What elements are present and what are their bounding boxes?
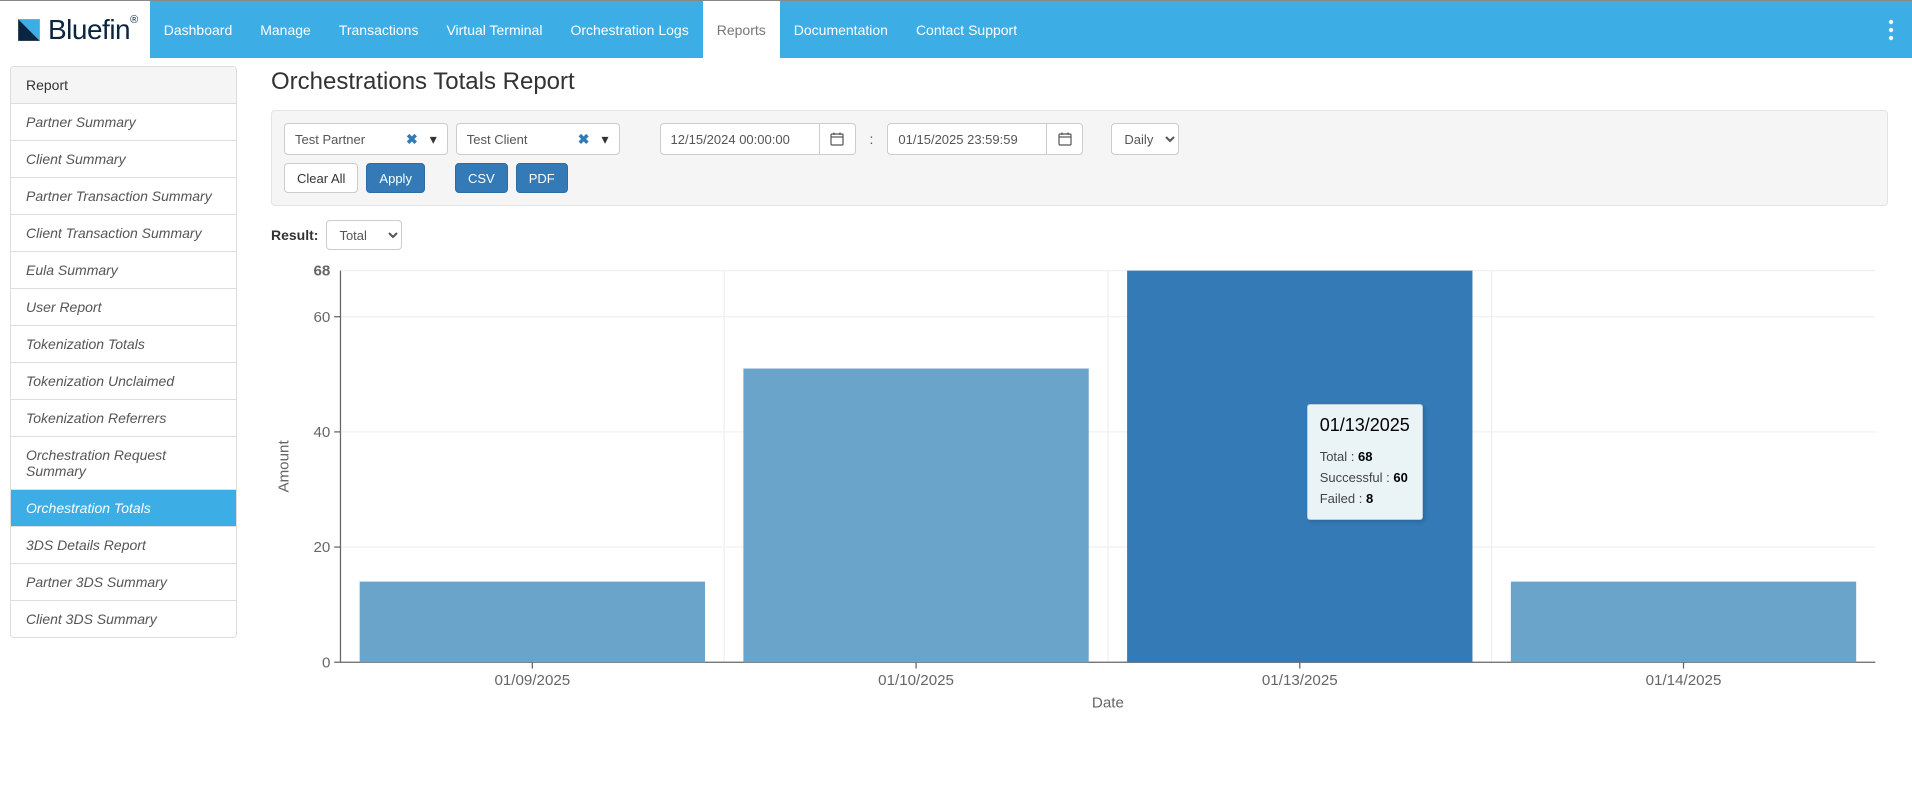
brand-registered: ® bbox=[130, 14, 138, 26]
date-separator: : bbox=[864, 131, 880, 147]
apply-button[interactable]: Apply bbox=[366, 163, 425, 193]
frequency-select[interactable]: Daily bbox=[1111, 123, 1179, 155]
pdf-button[interactable]: PDF bbox=[516, 163, 568, 193]
tooltip-successful-label: Successful : bbox=[1320, 470, 1394, 485]
orchestration-totals-chart: 02040606801/09/202501/10/202501/13/20250… bbox=[271, 258, 1888, 713]
kebab-menu-icon[interactable] bbox=[1888, 19, 1894, 41]
brand-name: Bluefin bbox=[48, 14, 130, 46]
result-row: Result: Total bbox=[271, 220, 1888, 250]
sidebar: Report Partner Summary Client Summary Pa… bbox=[0, 58, 247, 737]
sidebar-item-user-report[interactable]: User Report bbox=[11, 289, 236, 326]
sidebar-item-partner-transaction-summary[interactable]: Partner Transaction Summary bbox=[11, 178, 236, 215]
nav-virtual-terminal[interactable]: Virtual Terminal bbox=[432, 1, 556, 58]
result-label: Result: bbox=[271, 227, 318, 243]
sidebar-item-eula-summary[interactable]: Eula Summary bbox=[11, 252, 236, 289]
chart-bar[interactable] bbox=[743, 369, 1088, 663]
svg-text:01/10/2025: 01/10/2025 bbox=[878, 672, 954, 689]
tooltip-failed-value: 8 bbox=[1366, 491, 1373, 506]
client-selector[interactable]: Test Client ✖ ▾ bbox=[456, 123, 620, 155]
sidebar-item-3ds-details-report[interactable]: 3DS Details Report bbox=[11, 527, 236, 564]
brand-logo[interactable]: Bluefin® bbox=[0, 1, 150, 58]
date-from-calendar-button[interactable] bbox=[820, 123, 856, 155]
date-to-input[interactable] bbox=[887, 123, 1047, 155]
nav-contact-support[interactable]: Contact Support bbox=[902, 1, 1031, 58]
nav-orchestration-logs[interactable]: Orchestration Logs bbox=[556, 1, 702, 58]
svg-text:0: 0 bbox=[322, 654, 330, 671]
sidebar-item-tokenization-unclaimed[interactable]: Tokenization Unclaimed bbox=[11, 363, 236, 400]
page-title: Orchestrations Totals Report bbox=[271, 68, 1888, 96]
sidebar-item-tokenization-totals[interactable]: Tokenization Totals bbox=[11, 326, 236, 363]
tooltip-title: 01/13/2025 bbox=[1320, 415, 1410, 436]
chart-bar[interactable] bbox=[1511, 582, 1856, 663]
sidebar-item-orchestration-totals[interactable]: Orchestration Totals bbox=[11, 490, 236, 527]
sidebar-item-orchestration-request-summary[interactable]: Orchestration Request Summary bbox=[11, 437, 236, 490]
main-content: Orchestrations Totals Report Test Partne… bbox=[247, 58, 1912, 737]
svg-text:Amount: Amount bbox=[276, 440, 293, 493]
sidebar-item-partner-summary[interactable]: Partner Summary bbox=[11, 104, 236, 141]
sidebar-item-tokenization-referrers[interactable]: Tokenization Referrers bbox=[11, 400, 236, 437]
svg-text:68: 68 bbox=[314, 263, 331, 280]
clear-all-button[interactable]: Clear All bbox=[284, 163, 358, 193]
calendar-icon bbox=[1058, 132, 1072, 146]
client-caret-icon[interactable]: ▾ bbox=[596, 131, 619, 148]
tooltip-total-label: Total : bbox=[1320, 449, 1358, 464]
svg-text:01/13/2025: 01/13/2025 bbox=[1262, 672, 1338, 689]
partner-caret-icon[interactable]: ▾ bbox=[424, 131, 447, 148]
nav-documentation[interactable]: Documentation bbox=[780, 1, 902, 58]
date-from-group bbox=[660, 123, 856, 155]
sidebar-heading: Report bbox=[11, 67, 236, 104]
svg-text:40: 40 bbox=[314, 424, 331, 441]
tooltip-failed-label: Failed : bbox=[1320, 491, 1366, 506]
chart-container: 02040606801/09/202501/10/202501/13/20250… bbox=[271, 258, 1888, 713]
tooltip-successful-value: 60 bbox=[1393, 470, 1407, 485]
svg-text:01/14/2025: 01/14/2025 bbox=[1646, 672, 1722, 689]
sidebar-item-client-3ds-summary[interactable]: Client 3DS Summary bbox=[11, 601, 236, 637]
chart-tooltip: 01/13/2025 Total : 68 Successful : 60 Fa… bbox=[1307, 404, 1423, 520]
nav-items: Dashboard Manage Transactions Virtual Te… bbox=[150, 1, 1888, 58]
partner-value: Test Partner bbox=[285, 132, 400, 147]
svg-text:20: 20 bbox=[314, 539, 331, 556]
nav-manage[interactable]: Manage bbox=[246, 1, 325, 58]
svg-text:Date: Date bbox=[1092, 695, 1124, 712]
chart-bar[interactable] bbox=[360, 582, 705, 663]
date-from-input[interactable] bbox=[660, 123, 820, 155]
partner-clear-icon[interactable]: ✖ bbox=[400, 131, 424, 148]
partner-selector[interactable]: Test Partner ✖ ▾ bbox=[284, 123, 448, 155]
svg-text:60: 60 bbox=[314, 309, 331, 326]
date-to-calendar-button[interactable] bbox=[1047, 123, 1083, 155]
sidebar-item-client-transaction-summary[interactable]: Client Transaction Summary bbox=[11, 215, 236, 252]
tooltip-total-value: 68 bbox=[1358, 449, 1372, 464]
calendar-icon bbox=[830, 132, 844, 146]
sidebar-item-client-summary[interactable]: Client Summary bbox=[11, 141, 236, 178]
nav-reports[interactable]: Reports bbox=[703, 1, 780, 58]
nav-dashboard[interactable]: Dashboard bbox=[150, 1, 247, 58]
svg-text:01/09/2025: 01/09/2025 bbox=[494, 672, 570, 689]
nav-transactions[interactable]: Transactions bbox=[325, 1, 433, 58]
csv-button[interactable]: CSV bbox=[455, 163, 508, 193]
date-to-group bbox=[887, 123, 1083, 155]
client-value: Test Client bbox=[457, 132, 572, 147]
top-navbar: Bluefin® Dashboard Manage Transactions V… bbox=[0, 0, 1912, 58]
sidebar-item-partner-3ds-summary[interactable]: Partner 3DS Summary bbox=[11, 564, 236, 601]
bluefin-logo-icon bbox=[16, 17, 42, 43]
client-clear-icon[interactable]: ✖ bbox=[572, 131, 596, 148]
filter-panel: Test Partner ✖ ▾ Test Client ✖ ▾ bbox=[271, 110, 1888, 206]
result-select[interactable]: Total bbox=[326, 220, 402, 250]
